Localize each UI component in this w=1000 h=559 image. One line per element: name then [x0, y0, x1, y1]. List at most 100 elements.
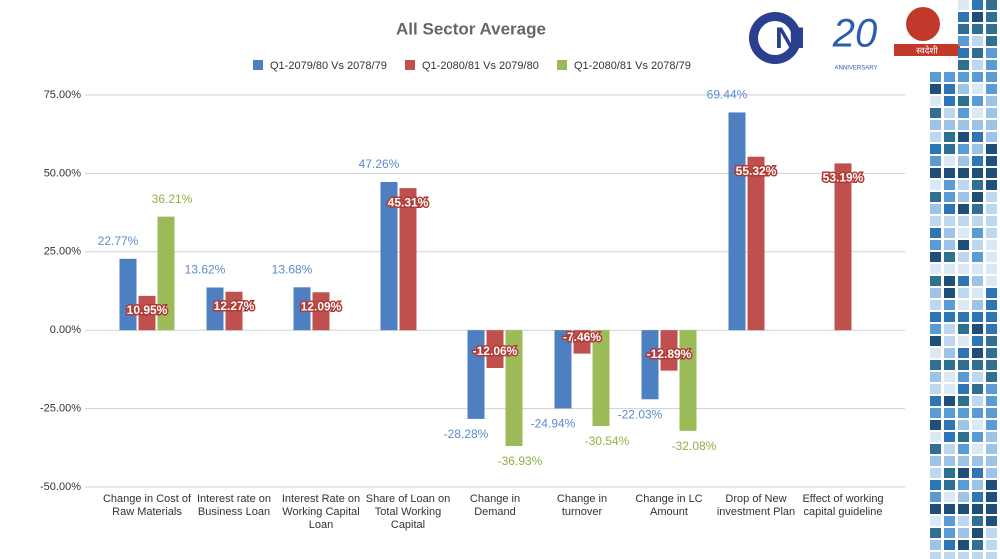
decor-tile	[986, 24, 997, 34]
decor-tile	[958, 72, 969, 82]
decor-tile	[986, 288, 997, 298]
value-label: 12.09%	[301, 299, 342, 313]
decor-tile	[972, 336, 983, 346]
decor-tile	[986, 36, 997, 46]
decor-tile	[958, 300, 969, 310]
decor-tile	[944, 360, 955, 370]
decor-tile	[930, 480, 941, 490]
decor-tile	[958, 456, 969, 466]
decor-tile	[958, 468, 969, 478]
decor-tile	[930, 528, 941, 538]
decor-tile	[944, 468, 955, 478]
decor-tile	[944, 504, 955, 514]
decor-tile	[986, 108, 997, 118]
x-tick-label: Change in Cost of Raw Materials	[102, 493, 192, 518]
value-label: -7.46%	[563, 330, 601, 344]
decor-tile	[986, 528, 997, 538]
bar	[728, 112, 746, 331]
decor-tile	[944, 432, 955, 442]
decor-tile	[958, 324, 969, 334]
decor-tile	[944, 480, 955, 490]
decor-tile	[958, 60, 969, 70]
y-tick-label: 75.00%	[44, 89, 82, 101]
y-tick-label: 25.00%	[44, 246, 82, 258]
decor-tile	[944, 204, 955, 214]
decor-tile	[972, 240, 983, 250]
decor-tile	[986, 552, 997, 559]
decor-tile	[972, 396, 983, 406]
decor-tile	[972, 312, 983, 322]
decor-tile	[930, 324, 941, 334]
decor-tile	[930, 84, 941, 94]
decor-tile	[930, 192, 941, 202]
legend-swatch	[253, 60, 263, 70]
swadeshi-band	[894, 44, 960, 56]
legend-swatch	[405, 60, 415, 70]
decor-tile	[944, 72, 955, 82]
bar	[486, 330, 504, 369]
decor-tile	[944, 264, 955, 274]
bar	[467, 330, 485, 419]
decor-tile	[958, 408, 969, 418]
decor-tile	[958, 228, 969, 238]
decor-tile	[986, 408, 997, 418]
decor-tile	[972, 360, 983, 370]
decor-tile	[972, 120, 983, 130]
decor-tile	[944, 216, 955, 226]
bar	[554, 330, 572, 409]
decor-tile	[958, 432, 969, 442]
decor-tile	[986, 204, 997, 214]
decor-tile	[930, 252, 941, 262]
decor-tile	[986, 276, 997, 286]
decor-tile	[958, 0, 969, 10]
decor-tile	[930, 468, 941, 478]
bar	[293, 287, 311, 331]
decor-tile	[986, 336, 997, 346]
decor-tile	[930, 168, 941, 178]
decor-tile	[986, 48, 997, 58]
decor-tile	[958, 48, 969, 58]
decor-tile	[930, 396, 941, 406]
decor-tile	[986, 360, 997, 370]
y-tick-label: 50.00%	[44, 167, 82, 179]
decor-tile	[972, 24, 983, 34]
decor-tile	[986, 324, 997, 334]
decor-tile	[930, 144, 941, 154]
decor-tile	[986, 372, 997, 382]
value-label: 22.77%	[98, 234, 139, 248]
decor-tile	[944, 312, 955, 322]
value-label: 12.27%	[214, 299, 255, 313]
decor-tile	[958, 96, 969, 106]
decor-tile	[972, 372, 983, 382]
decor-tile	[930, 228, 941, 238]
decor-tile	[958, 168, 969, 178]
decor-tile	[930, 288, 941, 298]
decor-tile	[958, 516, 969, 526]
decor-tile	[944, 456, 955, 466]
decor-tile	[958, 348, 969, 358]
value-label: -12.06%	[473, 344, 518, 358]
decor-tile	[958, 240, 969, 250]
decor-tile	[944, 408, 955, 418]
y-tick-label: -25.00%	[40, 403, 81, 415]
decor-tile	[972, 48, 983, 58]
value-label: 53.19%	[823, 171, 864, 185]
decor-tile	[944, 444, 955, 454]
decor-tile	[972, 288, 983, 298]
decor-tile	[958, 312, 969, 322]
decor-tile	[944, 120, 955, 130]
decor-tile	[986, 144, 997, 154]
decor-tile	[958, 336, 969, 346]
decor-tile	[972, 348, 983, 358]
chart-title: All Sector Average	[396, 19, 546, 38]
decor-tile	[972, 12, 983, 22]
decor-tile	[958, 396, 969, 406]
decor-tile	[972, 456, 983, 466]
decor-tile	[930, 156, 941, 166]
decor-tile	[986, 492, 997, 502]
decor-tile	[930, 216, 941, 226]
decor-tile	[958, 12, 969, 22]
decor-tile	[986, 132, 997, 142]
bar	[380, 181, 398, 331]
decor-tile	[986, 264, 997, 274]
